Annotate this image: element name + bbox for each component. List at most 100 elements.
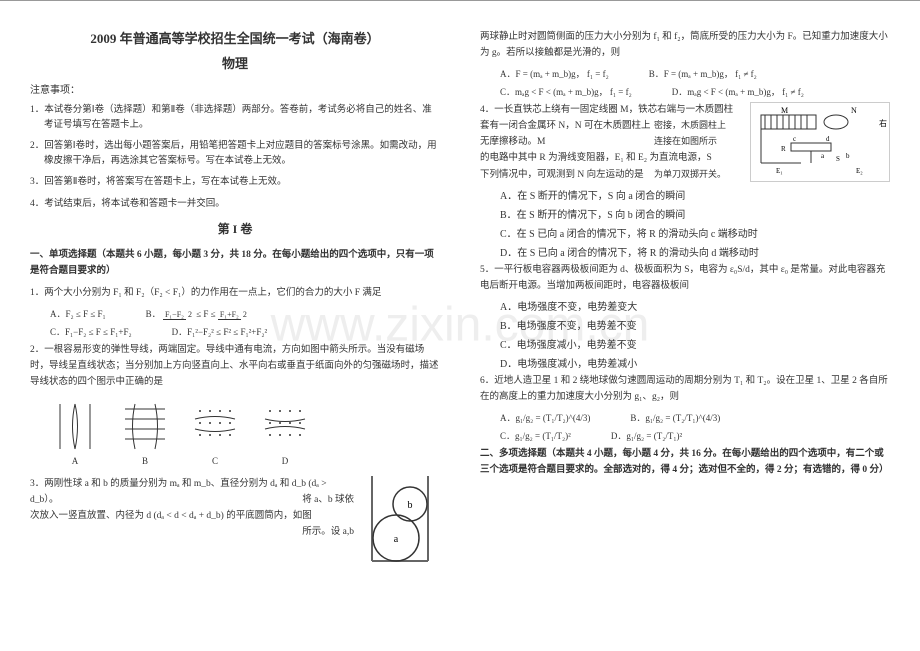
q2-fig-b: B (120, 399, 170, 468)
q5-optA: A．电场强度不变，电势差变大 (500, 300, 890, 316)
q3-options: A．F = (mₐ + m_b)g， f₁ = f₂ B．F = (mₐ + m… (480, 67, 890, 99)
optB-mid: ≤ F ≤ (196, 309, 218, 319)
fig-label: B (142, 454, 148, 468)
wire-diagram-icon (120, 399, 170, 454)
wire-diagram-icon (50, 399, 100, 454)
q5-optB: B．电场强度不变，电势差不变 (500, 319, 890, 335)
q3-figure: b a (360, 476, 440, 566)
q2-fig-c: C (190, 399, 240, 468)
q1-options: A．F₂ ≤ F ≤ F₁ B． F₁−F₂2 ≤ F ≤ F₁+F₂2 C．F… (30, 307, 440, 339)
exam-title: 2009 年普通高等学校招生全国统一考试（海南卷） (30, 29, 440, 50)
svg-text:E₁: E₁ (776, 167, 783, 175)
q2-stem: 2．一根容易形变的弹性导线，两端固定。导线中通有电流，方向如图中箭头所示。当没有… (30, 342, 440, 390)
frac-den: 2 (241, 310, 249, 319)
svg-text:d: d (826, 135, 830, 143)
q5-optC: C．电场强度减小，电势差不变 (500, 338, 890, 354)
notice-text: 回答第Ⅰ卷时，选出每小题答案后，用铅笔把答题卡上对应题目的答案标号涂黑。如需改动… (44, 141, 437, 166)
q2-fig-a: A (50, 399, 100, 468)
part1-title: 第 I 卷 (30, 220, 440, 239)
q3-stem-a: 3．两刚性球 a 和 b 的质量分别为 mₐ 和 m_b、直径分别为 dₐ 和 … (30, 479, 327, 505)
q4-stem2: 套有一闭合金属环 N，N 可在木质圆柱上无摩擦移动。M (480, 121, 650, 147)
svg-text:右: 右 (879, 118, 887, 128)
wire-diagram-icon (190, 399, 240, 454)
q4-circuit-figure: M N 右 R c d E₁ S a b E₂ (750, 102, 890, 182)
q6-stem: 6．近地人造卫星 1 和 2 绕地球做匀速圆周运动的周期分别为 T₁ 和 T₂。… (480, 373, 890, 405)
q4-optB: B．在 S 断开的情况下，S 向 b 闭合的瞬间 (500, 208, 890, 224)
left-column: 2009 年普通高等学校招生全国统一考试（海南卷） 物理 注意事项： 1．本试卷… (30, 29, 440, 572)
balls-in-tube-icon: b a (360, 476, 440, 566)
right-column: 两球静止时对圆筒侧面的压力大小分别为 f₁ 和 f₂，筒底所受的压力大小为 F。… (480, 29, 890, 572)
svg-text:E₂: E₂ (856, 167, 863, 175)
opt-label: D． (611, 431, 627, 441)
q4-options: A．在 S 断开的情况下，S 向 a 闭合的瞬间 B．在 S 断开的情况下，S … (480, 189, 890, 262)
opt-eq: g₁/g₂ = (T₁/T₂)² (515, 431, 571, 441)
q4-optA: A．在 S 断开的情况下，S 向 a 闭合的瞬间 (500, 189, 890, 205)
frac-num: F₁+F₂ (218, 310, 241, 320)
wire-diagram-icon (260, 399, 310, 454)
q6-optD: D．g₁/g₂ = (T₂/T₁)² (611, 429, 682, 443)
q1-stem: 1．两个大小分别为 F₁ 和 F₂（F₂ < F₁）的力作用在一点上，它们的合力… (30, 285, 440, 301)
svg-text:b: b (846, 152, 850, 160)
svg-text:a: a (394, 534, 399, 545)
q6-optB: B．g₁/g₂ = (T₂/T₁)^(4/3) (630, 411, 720, 425)
frac-num: F₁−F₂ (163, 310, 186, 320)
q6-optA: A．g₁/g₂ = (T₁/T₂)^(4/3) (500, 411, 590, 425)
q4: M N 右 R c d E₁ S a b E₂ (480, 102, 890, 183)
page-layout: 2009 年普通高等学校招生全国统一考试（海南卷） 物理 注意事项： 1．本试卷… (0, 9, 920, 592)
svg-text:M: M (781, 106, 788, 115)
q1-optB: B． F₁−F₂2 ≤ F ≤ F₁+F₂2 (146, 307, 249, 321)
q3-wrap-c: 将 a、b 球依 (302, 492, 354, 508)
opt-eq: g₁/g₂ = (T₂/T₁)² (626, 431, 682, 441)
q4-side1: 密接，木质圆柱上 (654, 118, 744, 133)
q1-optD: D．F₁²−F₂² ≤ F² ≤ F₁²+F₂² (172, 325, 268, 339)
svg-text:N: N (851, 106, 857, 115)
svg-text:c: c (793, 135, 796, 143)
svg-text:b: b (408, 500, 413, 511)
q4-optC: C．在 S 已向 a 闭合的情况下，将 R 的滑动头向 c 端移动时 (500, 227, 890, 243)
notice-text: 本试卷分第Ⅰ卷（选择题）和第Ⅱ卷（非选择题）两部分。答卷前，考试务必将自己的姓名… (44, 105, 432, 130)
notice-item: 4．考试结束后，将本试卷和答题卡一并交回。 (30, 197, 440, 212)
notice-text: 回答第Ⅱ卷时，将答案写在答题卡上，写在本试卷上无效。 (44, 177, 286, 187)
notice-item: 3．回答第Ⅱ卷时，将答案写在答题卡上，写在本试卷上无效。 (30, 175, 440, 190)
q4-optD: D．在 S 已向 a 闭合的情况下，将 R 的滑动头向 d 端移动时 (500, 246, 890, 262)
svg-text:R: R (781, 145, 786, 153)
q5-optD: D．电场强度减小，电势差减小 (500, 357, 890, 373)
q3-stem-b: 次放入一竖直放置、内径为 d (dₐ < d < dₐ + d_b) 的平底圆筒… (30, 511, 312, 521)
q4-stem3: 的电路中其中 R 为滑线变阻器，E₁ 和 E₂ 为直流电源，S (480, 153, 712, 163)
notice-text: 考试结束后，将本试卷和答题卡一并交回。 (44, 199, 225, 209)
notice-heading: 注意事项： (30, 83, 440, 99)
circuit-diagram-icon: M N 右 R c d E₁ S a b E₂ (751, 103, 889, 181)
opt-eq: g₁/g₂ = (T₁/T₂)^(4/3) (516, 413, 591, 423)
frac-den: 2 (186, 310, 194, 319)
q6-optC: C．g₁/g₂ = (T₁/T₂)² (500, 429, 571, 443)
subject-title: 物理 (30, 54, 440, 75)
q2-figures: A B (50, 399, 440, 468)
q4-side3: 为单刀双掷开关。 (654, 167, 744, 182)
fig-label: D (282, 454, 289, 468)
notice-item: 1．本试卷分第Ⅰ卷（选择题）和第Ⅱ卷（非选择题）两部分。答卷前，考试务必将自己的… (30, 103, 440, 133)
q3-optA: A．F = (mₐ + m_b)g， f₁ = f₂ (500, 67, 609, 81)
q3: b a 3．两刚性球 a 和 b 的质量分别为 mₐ 和 m_b、直径分别为 d… (30, 476, 440, 566)
q3-optC: C．mₐg < F < (mₐ + m_b)g， f₁ = f₂ (500, 85, 632, 99)
svg-text:S: S (836, 155, 840, 163)
section1-heading: 一、单项选择题（本题共 6 小题，每小题 3 分，共 18 分。在每小题给出的四… (30, 247, 440, 279)
q3-optD: D．mₐg < F < (mₐ + m_b)g， f₁ ≠ f₂ (672, 85, 804, 99)
q3-optB: B．F = (mₐ + m_b)g， f₁ ≠ f₂ (649, 67, 757, 81)
notice-item: 2．回答第Ⅰ卷时，选出每小题答案后，用铅笔把答题卡上对应题目的答案标号涂黑。如需… (30, 139, 440, 169)
fig-label: C (212, 454, 218, 468)
q1-optA: A．F₂ ≤ F ≤ F₁ (50, 307, 106, 321)
q5-options: A．电场强度不变，电势差变大 B．电场强度不变，电势差不变 C．电场强度减小，电… (480, 300, 890, 373)
top-rule (0, 0, 920, 1)
svg-text:a: a (821, 152, 825, 160)
opt-label: B． (630, 413, 645, 423)
optB-label: B． (146, 309, 161, 319)
q4-side2: 连接在如图所示 (654, 134, 744, 149)
q1-optC: C．F₁−F₂ ≤ F ≤ F₁+F₂ (50, 325, 132, 339)
q3-wrap-d: 所示。设 a,b (302, 524, 354, 540)
q2-fig-d: D (260, 399, 310, 468)
opt-label: C． (500, 431, 515, 441)
q5-stem: 5．一平行板电容器两极板间距为 d、极板面积为 S，电容为 ε₀S/d，其中 ε… (480, 262, 890, 294)
q4-stem: 4．一长直铁芯上绕有一固定线圈 M，铁芯右端与一木质圆柱 (480, 105, 733, 115)
section2-heading: 二、多项选择题（本题共 4 小题，每小题 4 分，共 16 分。在每小题给出的四… (480, 446, 890, 478)
fig-label: A (72, 454, 79, 468)
